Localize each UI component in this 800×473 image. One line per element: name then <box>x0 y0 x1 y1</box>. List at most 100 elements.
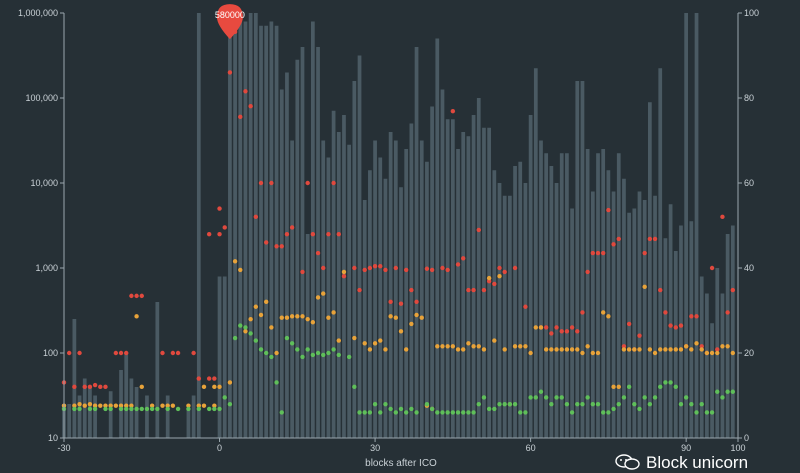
bar <box>238 17 243 438</box>
data-point <box>378 338 383 343</box>
bar <box>710 323 714 438</box>
bar <box>596 153 600 438</box>
data-point <box>486 278 492 284</box>
data-point <box>409 287 414 293</box>
data-point <box>590 401 596 407</box>
data-point <box>554 347 559 352</box>
data-point <box>502 401 507 407</box>
data-point <box>543 325 549 330</box>
data-point <box>471 344 476 349</box>
data-point <box>393 265 399 271</box>
data-point <box>165 406 170 412</box>
data-point <box>72 403 77 408</box>
data-point <box>362 410 367 415</box>
data-point <box>341 269 347 275</box>
data-point <box>72 384 77 390</box>
bar <box>508 195 512 438</box>
data-point <box>694 314 699 319</box>
data-point <box>248 104 253 109</box>
bar <box>259 25 263 438</box>
y-right-tick-label: 0 <box>744 433 749 443</box>
bar <box>492 170 497 438</box>
data-point <box>315 350 321 356</box>
data-point <box>175 406 181 412</box>
data-point <box>388 314 393 319</box>
data-point <box>486 275 492 281</box>
y-right-tick-label: 60 <box>744 178 754 188</box>
data-point <box>569 325 575 330</box>
bar <box>393 140 398 438</box>
data-point <box>585 395 590 400</box>
data-point <box>429 406 435 412</box>
data-point <box>274 244 279 249</box>
data-point <box>683 344 689 349</box>
data-point <box>461 410 466 415</box>
data-point <box>300 269 305 275</box>
data-point <box>699 401 704 407</box>
data-point <box>118 403 124 408</box>
bar <box>482 127 486 438</box>
data-point <box>170 350 176 356</box>
bar <box>378 157 383 438</box>
data-point <box>616 384 621 390</box>
data-point <box>217 206 222 211</box>
data-point <box>559 347 564 352</box>
data-point <box>518 410 523 415</box>
data-point <box>699 347 704 352</box>
data-point <box>124 406 129 412</box>
data-point <box>512 344 518 349</box>
data-point <box>419 315 424 320</box>
bar <box>502 195 507 438</box>
data-point <box>367 410 373 415</box>
data-point <box>196 403 201 408</box>
data-point <box>429 267 435 273</box>
bar <box>248 13 253 438</box>
data-point <box>331 310 336 315</box>
data-point <box>87 401 93 407</box>
data-point <box>554 395 559 400</box>
data-point <box>476 344 481 349</box>
data-point <box>689 314 694 319</box>
data-point <box>689 347 694 352</box>
bar <box>658 68 663 438</box>
data-point <box>507 401 513 407</box>
bar <box>321 140 326 438</box>
data-point <box>315 250 321 256</box>
data-point <box>445 267 450 273</box>
data-point <box>232 335 238 341</box>
bar <box>601 149 606 438</box>
data-point <box>440 265 445 271</box>
data-point <box>549 401 554 407</box>
bar <box>285 72 289 438</box>
bar <box>539 140 543 438</box>
data-point <box>414 410 419 415</box>
data-point <box>725 344 730 349</box>
data-point <box>621 347 627 352</box>
data-point <box>264 299 269 305</box>
data-point <box>284 315 290 320</box>
data-point <box>533 325 538 330</box>
data-point <box>626 384 632 390</box>
data-point <box>538 325 544 330</box>
data-point <box>212 384 217 390</box>
bar <box>528 115 533 438</box>
bar <box>471 115 476 438</box>
data-point <box>77 401 82 407</box>
data-point <box>103 406 108 412</box>
data-point <box>175 350 181 356</box>
bar <box>383 178 388 438</box>
axes-layer: 10 100 1,000 10,000 100,000 1,000,000 0 20 40 60 8… <box>18 8 759 469</box>
bar <box>476 98 481 438</box>
data-point <box>393 410 399 415</box>
data-point <box>632 347 637 352</box>
data-point <box>305 347 310 352</box>
bar <box>559 153 564 438</box>
data-point <box>336 231 341 237</box>
data-point <box>129 293 134 299</box>
data-point <box>372 401 378 407</box>
data-point <box>575 401 580 407</box>
data-point <box>502 347 507 352</box>
bar <box>611 191 616 438</box>
data-point <box>673 384 678 390</box>
